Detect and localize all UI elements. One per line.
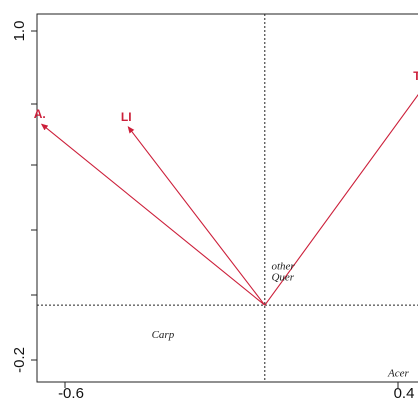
vector-arrow [264,94,418,306]
vector-label: TSI [413,69,418,83]
species-label: Quer [271,271,294,283]
reference-lines [37,14,418,382]
vector-arrow [127,126,266,306]
axis-ticks: -0.2 1.0 -0.6 0.4 [11,21,414,402]
plot-frame [36,13,418,383]
vector-label: A. [34,107,46,121]
y-tick-label: -0.2 [11,347,28,373]
x-tick-label: -0.6 [58,385,84,402]
species-label: Acer [387,367,409,379]
vector-label: LI [121,110,132,124]
vector-arrow [40,123,266,306]
species-label: Carp [152,329,175,341]
y-tick-label: 1.0 [11,21,28,42]
species-label: other [271,261,295,273]
x-tick-label: 0.4 [394,385,415,402]
environmental-vectors: A. LI TSI [34,69,418,306]
